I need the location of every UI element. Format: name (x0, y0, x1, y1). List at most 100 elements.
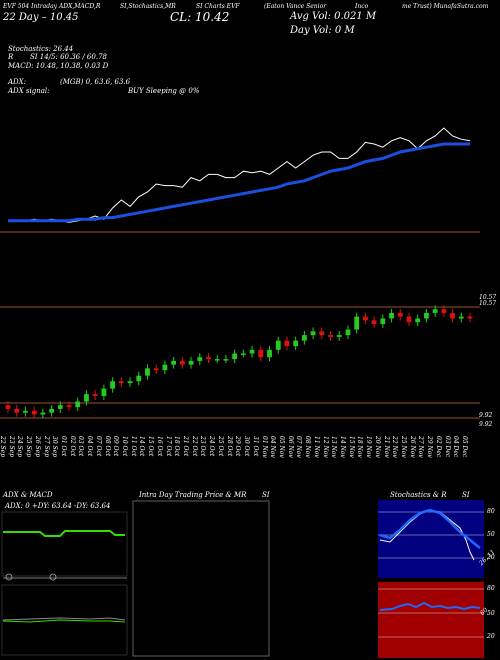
stoch-d-line (379, 508, 481, 549)
intraday-panel (132, 500, 270, 657)
adx-panel (1, 511, 128, 577)
price-bottom2: 9.92 (479, 421, 493, 428)
candle-body (92, 394, 98, 396)
macd-text: MACD: 10.48, 10.38, 0.03 D (8, 62, 109, 70)
candle-body (23, 410, 28, 413)
rsi-level-50: 50 (487, 610, 495, 617)
candle-body (301, 335, 307, 341)
date-label: 04 Dec (452, 436, 460, 458)
rsi-panel (378, 582, 484, 658)
date-label: 03 Oct (77, 436, 85, 457)
candle-body (345, 329, 351, 336)
title-left: EVF 504 Intraday ADX,MACD,R (3, 3, 101, 10)
adx-line (3, 530, 125, 537)
date-label: 18 Oct (173, 436, 181, 457)
candle-body (319, 331, 325, 336)
rsi-level-80: 80 (487, 585, 495, 592)
stoch-panel-si: SI (462, 491, 470, 499)
adx-marker-2 (49, 573, 57, 581)
title-company: (Eaton Vance Senior (264, 3, 327, 10)
candle-body (293, 340, 299, 347)
rsi-level-20: 20 (487, 633, 495, 640)
adx-panel-title: ADX & MACD (3, 491, 53, 499)
date-label: 11 Nov (312, 436, 320, 458)
candle-body (188, 360, 194, 365)
price-top2: 10.57 (479, 300, 497, 307)
candle-body (214, 359, 220, 361)
rsi-text: SI 14/5: 60.36 / 60.78 (30, 53, 107, 61)
date-label: 02 Oct (68, 436, 76, 457)
date-label: 15 Oct (147, 436, 155, 457)
candle-body (118, 381, 124, 384)
macd-signal-line (2, 619, 126, 623)
date-label: 21 Oct (182, 436, 190, 457)
candle-body (310, 331, 316, 336)
candle-body (441, 309, 447, 313)
date-label: 30 Oct (243, 436, 251, 457)
avg-vol: Avg Vol: 0.021 M (290, 11, 377, 22)
date-label: 23 Sep (7, 436, 15, 458)
date-label: 25 Sep (25, 436, 33, 458)
date-label: 09 Oct (112, 436, 120, 457)
rsi-line (379, 601, 481, 611)
candle-body (232, 353, 238, 360)
intra-panel-title: Intra Day Trading Price & MR (139, 491, 247, 499)
stoch-level-80: 80 (487, 508, 495, 515)
candle-body (75, 401, 81, 408)
date-label: 19 Nov (365, 436, 373, 458)
candle-body (362, 316, 368, 321)
date-label: 14 Oct (138, 436, 146, 457)
date-label: 26 Nov (408, 436, 416, 458)
candle-body (258, 349, 264, 358)
candle-body (145, 368, 150, 376)
date-label: 02 Dec (434, 436, 442, 458)
candle-body (432, 309, 438, 313)
date-label: 22 Nov (391, 436, 399, 458)
price-top1: 10.57 (479, 294, 497, 301)
date-label: 07 Nov (295, 436, 303, 458)
close-price-line (8, 127, 471, 223)
rsi-prefix: R (8, 53, 14, 61)
candle-body (275, 340, 281, 350)
stoch-text: Stochastics: 26.44 (8, 45, 74, 53)
candle-body (66, 405, 72, 408)
date-label: 05 Dec (461, 436, 468, 458)
date-label: 22 Sep (0, 436, 6, 458)
candle-body (206, 357, 211, 360)
candle-body (406, 316, 412, 323)
adx-marker-1 (5, 573, 13, 581)
date-label: 22 Oct (190, 436, 198, 457)
candle-body (49, 408, 54, 413)
date-label: 06 Nov (286, 436, 294, 458)
title-right: SI Charts EVF (196, 3, 240, 10)
candle-body (84, 394, 89, 402)
candle-body (467, 316, 473, 319)
date-label: 12 Nov (321, 436, 329, 458)
candle-body (458, 316, 464, 319)
date-label: 08 Oct (103, 436, 111, 457)
date-label: 24 Oct (208, 436, 216, 457)
candle-body (240, 353, 246, 356)
date-label: 14 Nov (338, 436, 346, 458)
title-extra: me Trust) MunafaSutra.com (402, 3, 489, 10)
date-label: 23 Oct (199, 436, 207, 457)
date-label: 05 Nov (277, 436, 285, 458)
date-label: 26 Sep (33, 436, 41, 458)
candle-body (284, 340, 290, 347)
candle-body (397, 312, 403, 317)
adx-signal-label: ADX signal: (8, 87, 50, 95)
date-label: 01 Nov (260, 436, 268, 458)
stoch-level-20: 20 (487, 554, 495, 561)
candle-body (197, 357, 203, 361)
date-label: 30 Sep (51, 436, 59, 458)
adx-panel-values: ADX: 0 +DY: 63.64 -DY: 63.64 (5, 502, 111, 510)
intra-panel-si: SI (262, 491, 270, 499)
macd-line (2, 617, 126, 621)
price-bottom1: 9.92 (479, 412, 493, 419)
date-label: 24 Sep (16, 436, 24, 458)
date-label: 15 Nov (347, 436, 355, 458)
candle-body (127, 381, 133, 384)
date-label: 29 Nov (426, 436, 434, 458)
